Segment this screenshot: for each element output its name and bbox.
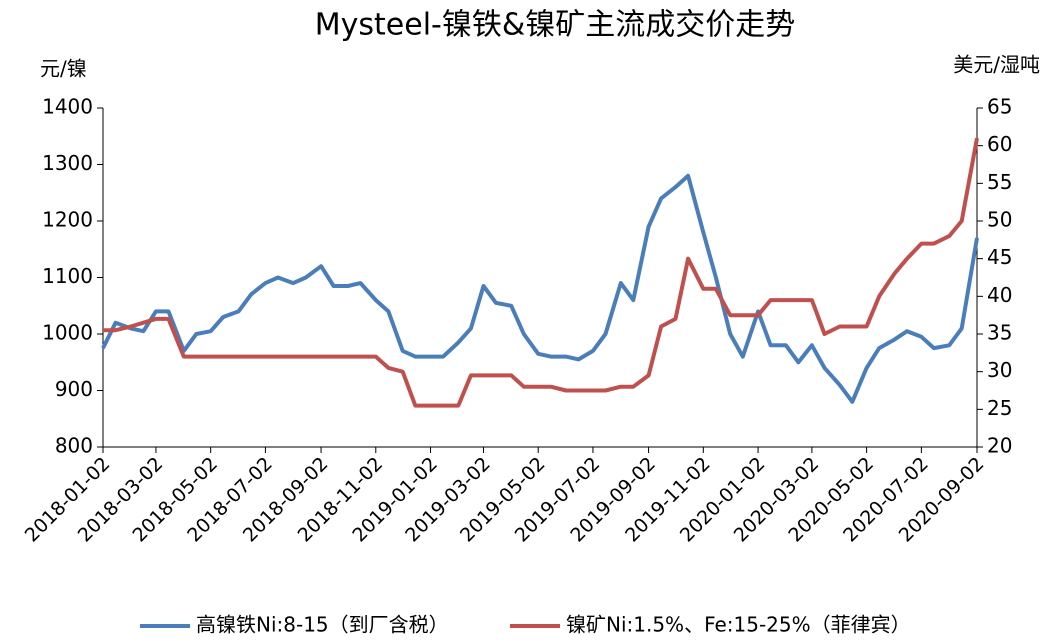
- legend-label: 镍矿Ni:1.5%、Fe:15-25%（菲律宾）: [566, 613, 911, 637]
- y2-tick-label: 45: [987, 245, 1012, 269]
- y-tick-label: 1200: [42, 208, 93, 232]
- y2-tick-label: 30: [987, 358, 1012, 382]
- y-tick-label: 900: [55, 377, 93, 401]
- y-tick-label: 1100: [42, 264, 93, 288]
- y2-tick-label: 35: [987, 321, 1012, 345]
- legend-label: 高镍铁Ni:8-15（到厂含税）: [196, 613, 449, 637]
- y2-tick-label: 40: [987, 283, 1012, 307]
- y-tick-label: 1000: [42, 321, 93, 345]
- y2-axis-label: 美元/湿吨: [953, 53, 1040, 77]
- y2-tick-label: 25: [987, 396, 1012, 420]
- y-tick-label: 800: [55, 434, 93, 458]
- y-tick-label: 1400: [42, 95, 93, 119]
- y2-tick-label: 50: [987, 208, 1012, 232]
- y2-tick-label: 60: [987, 132, 1012, 156]
- series-line: [101, 173, 979, 404]
- y2-tick-label: 65: [987, 95, 1012, 119]
- y-tick-label: 1300: [42, 151, 93, 175]
- series-line: [103, 137, 979, 408]
- y2-tick-label: 55: [987, 170, 1012, 194]
- y-axis-label: 元/镍: [40, 57, 87, 81]
- y2-tick-label: 20: [987, 434, 1012, 458]
- chart-title: Mysteel-镍铁&镍矿主流成交价走势: [315, 8, 796, 43]
